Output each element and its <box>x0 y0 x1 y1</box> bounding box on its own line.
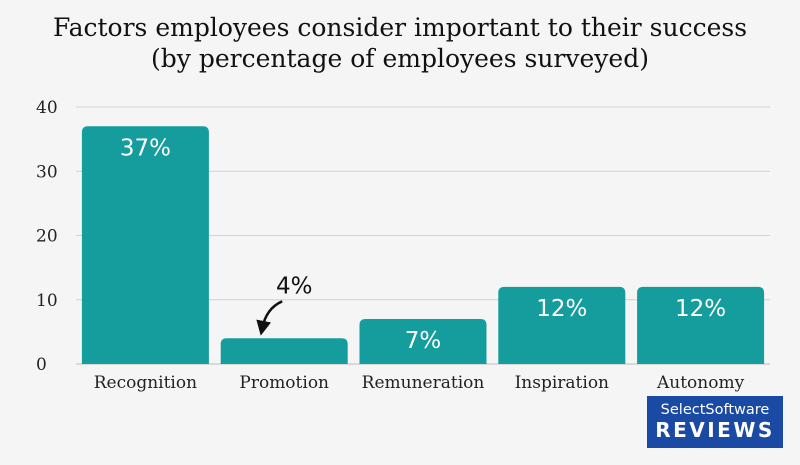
x-tick-label: Autonomy <box>656 373 745 393</box>
x-tick-label: Inspiration <box>515 373 609 393</box>
logo-line1: SelectSoftware <box>660 402 770 418</box>
x-tick-label: Remuneration <box>362 373 485 393</box>
annotation-arrow <box>256 300 283 336</box>
x-tick-label: Promotion <box>239 373 329 393</box>
bar <box>220 338 348 364</box>
bar <box>637 286 765 364</box>
data-label: 4% <box>276 273 313 299</box>
y-tick-label: 10 <box>36 291 58 311</box>
chart-title-line2: (by percentage of employees surveyed) <box>151 44 649 73</box>
y-tick-label: 30 <box>36 162 58 182</box>
x-tick-label: Recognition <box>94 373 197 393</box>
logo-line2: REVIEWS <box>655 418 775 442</box>
data-label: 12% <box>536 296 587 322</box>
data-label: 12% <box>675 296 726 322</box>
selectsoftware-reviews-logo: SelectSoftware REVIEWS <box>647 396 783 448</box>
data-label: 7% <box>405 328 442 354</box>
bar <box>81 126 209 365</box>
y-tick-label: 20 <box>36 227 58 247</box>
y-tick-label: 40 <box>36 98 58 118</box>
y-tick-label: 0 <box>36 355 47 375</box>
bar <box>498 286 626 364</box>
chart-title: Factors employees consider important to … <box>0 12 800 74</box>
chart-title-line1: Factors employees consider important to … <box>52 13 748 42</box>
bar <box>359 319 487 364</box>
data-label: 37% <box>120 135 171 161</box>
